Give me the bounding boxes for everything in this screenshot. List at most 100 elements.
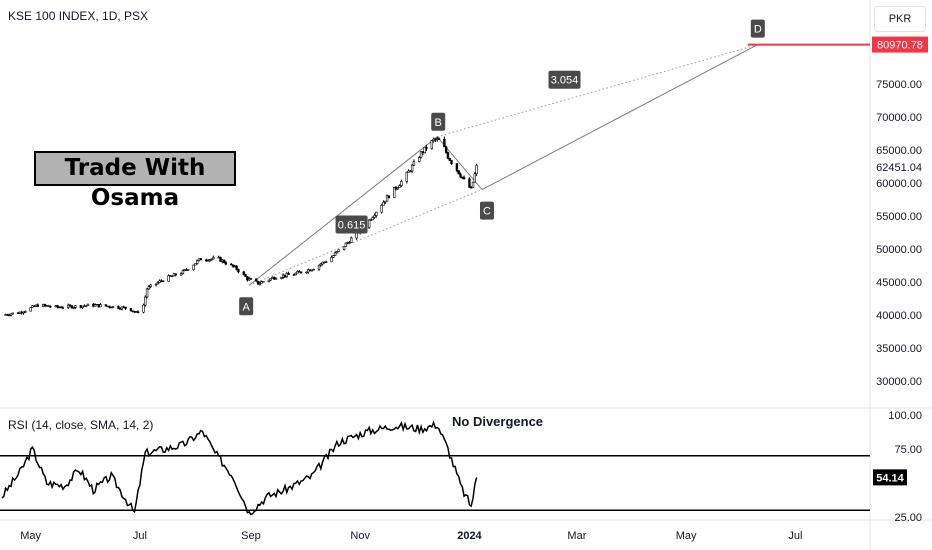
candle-body	[47, 305, 50, 307]
point-label-d-text: D	[754, 24, 762, 36]
candle-body	[398, 185, 401, 188]
candle-body	[373, 215, 376, 218]
candle-body	[187, 269, 190, 271]
candle-body	[382, 201, 385, 206]
price-tick-label: 45000.00	[876, 277, 922, 289]
candle-body	[312, 268, 315, 271]
candle-body	[330, 257, 333, 263]
candle-body	[9, 313, 13, 316]
candle-body	[84, 305, 88, 307]
currency-badge[interactable]: PKR	[874, 6, 926, 32]
candle-body	[145, 288, 149, 298]
ratio-label-ac: 0.615	[335, 215, 368, 234]
candle-body	[108, 305, 111, 308]
price-axis[interactable]: 30000.00 35000.00 40000.00 45000.00 50000.00…	[872, 36, 928, 388]
candle-body	[294, 272, 297, 276]
candle-body	[319, 263, 322, 266]
price-tick-label: 55000.00	[876, 211, 922, 223]
candle-body	[149, 284, 152, 287]
rsi-pane[interactable]: 100.00 75.00 25.00 54.14	[0, 410, 922, 524]
candle-body	[332, 255, 335, 258]
symbol-title[interactable]: KSE 100 INDEX, 1D, PSX	[8, 9, 149, 23]
candle-body	[144, 296, 147, 306]
target-price-badge	[872, 36, 928, 53]
candle-body	[310, 269, 314, 272]
rsi-line	[1, 420, 478, 516]
candle-body	[473, 173, 477, 183]
time-tick-label: 2024	[457, 530, 482, 542]
candle-body	[262, 281, 265, 283]
candle-body	[443, 138, 446, 148]
candle-body	[335, 251, 339, 254]
candle-body	[22, 311, 25, 314]
time-axis[interactable]: May Jul Sep Nov 2024 Mar May Jul	[20, 530, 802, 542]
candle-body	[11, 312, 14, 315]
point-label-c-text: C	[483, 206, 491, 218]
candle-body	[423, 146, 426, 153]
candle-body	[99, 304, 102, 308]
point-label-b: B	[431, 112, 446, 131]
candle-body	[196, 260, 199, 264]
candle-body	[287, 273, 290, 275]
candle-body	[136, 311, 140, 313]
candle-body	[167, 275, 170, 282]
time-tick-label: Jul	[133, 530, 147, 542]
time-tick-label: Sep	[241, 530, 261, 542]
candle-body	[375, 211, 378, 216]
candle-body	[49, 306, 52, 308]
rsi-current-label: 54.14	[876, 472, 904, 484]
candle-body	[86, 303, 90, 306]
candle-body	[350, 237, 353, 243]
candle-body	[455, 163, 459, 171]
candle-body	[174, 273, 177, 276]
last-price-label: 62451.04	[876, 162, 922, 174]
candle-body	[61, 307, 65, 309]
candle-body	[142, 304, 145, 313]
pattern-leg-ab	[248, 136, 438, 286]
candle-body	[244, 274, 247, 277]
candle-body	[285, 273, 288, 277]
candle-body	[56, 305, 59, 308]
pattern-labels: A B C D 0.615 3.054	[239, 19, 765, 316]
pattern-lines	[248, 43, 870, 286]
candle-body	[396, 187, 400, 190]
candle-body	[208, 259, 211, 262]
candle-body	[317, 264, 321, 270]
candle-body	[29, 307, 32, 312]
rsi-annotation: No Divergence	[452, 414, 544, 429]
candle-body	[409, 170, 412, 173]
candle-body	[104, 304, 108, 307]
point-label-d: D	[750, 19, 765, 38]
candle-body	[210, 258, 213, 261]
ratio-label-ac-bg	[335, 215, 368, 234]
pattern-leg-cd	[481, 44, 759, 191]
point-label-c-bg	[479, 201, 494, 220]
candle-body	[274, 278, 278, 280]
candle-body	[457, 170, 460, 175]
price-tick-label: 60000.00	[876, 178, 922, 190]
candle-body	[342, 246, 346, 250]
candle-body	[72, 307, 75, 309]
candle-body	[369, 219, 373, 221]
candle-body	[170, 275, 174, 278]
price-tick-label: 65000.00	[876, 145, 922, 157]
candle-body	[36, 304, 40, 307]
rsi-title[interactable]: RSI (14, close, SMA, 14, 2)	[8, 418, 154, 432]
price-tick-label: 70000.00	[876, 112, 922, 124]
candle-body	[475, 165, 478, 175]
candle-body	[305, 271, 308, 274]
rsi-tick-label: 100.00	[888, 410, 922, 422]
price-tick-label: 50000.00	[876, 244, 922, 256]
candle-body	[299, 271, 303, 274]
candle-body	[258, 282, 262, 285]
candle-body	[212, 257, 215, 260]
candle-body	[468, 178, 471, 188]
candle-body	[74, 305, 77, 308]
time-tick-label: Jul	[788, 530, 802, 542]
price-tick-label: 35000.00	[876, 343, 922, 355]
candle-body	[462, 177, 466, 180]
candle-body	[380, 204, 383, 213]
ratio-label-ac-text: 0.615	[338, 219, 366, 231]
